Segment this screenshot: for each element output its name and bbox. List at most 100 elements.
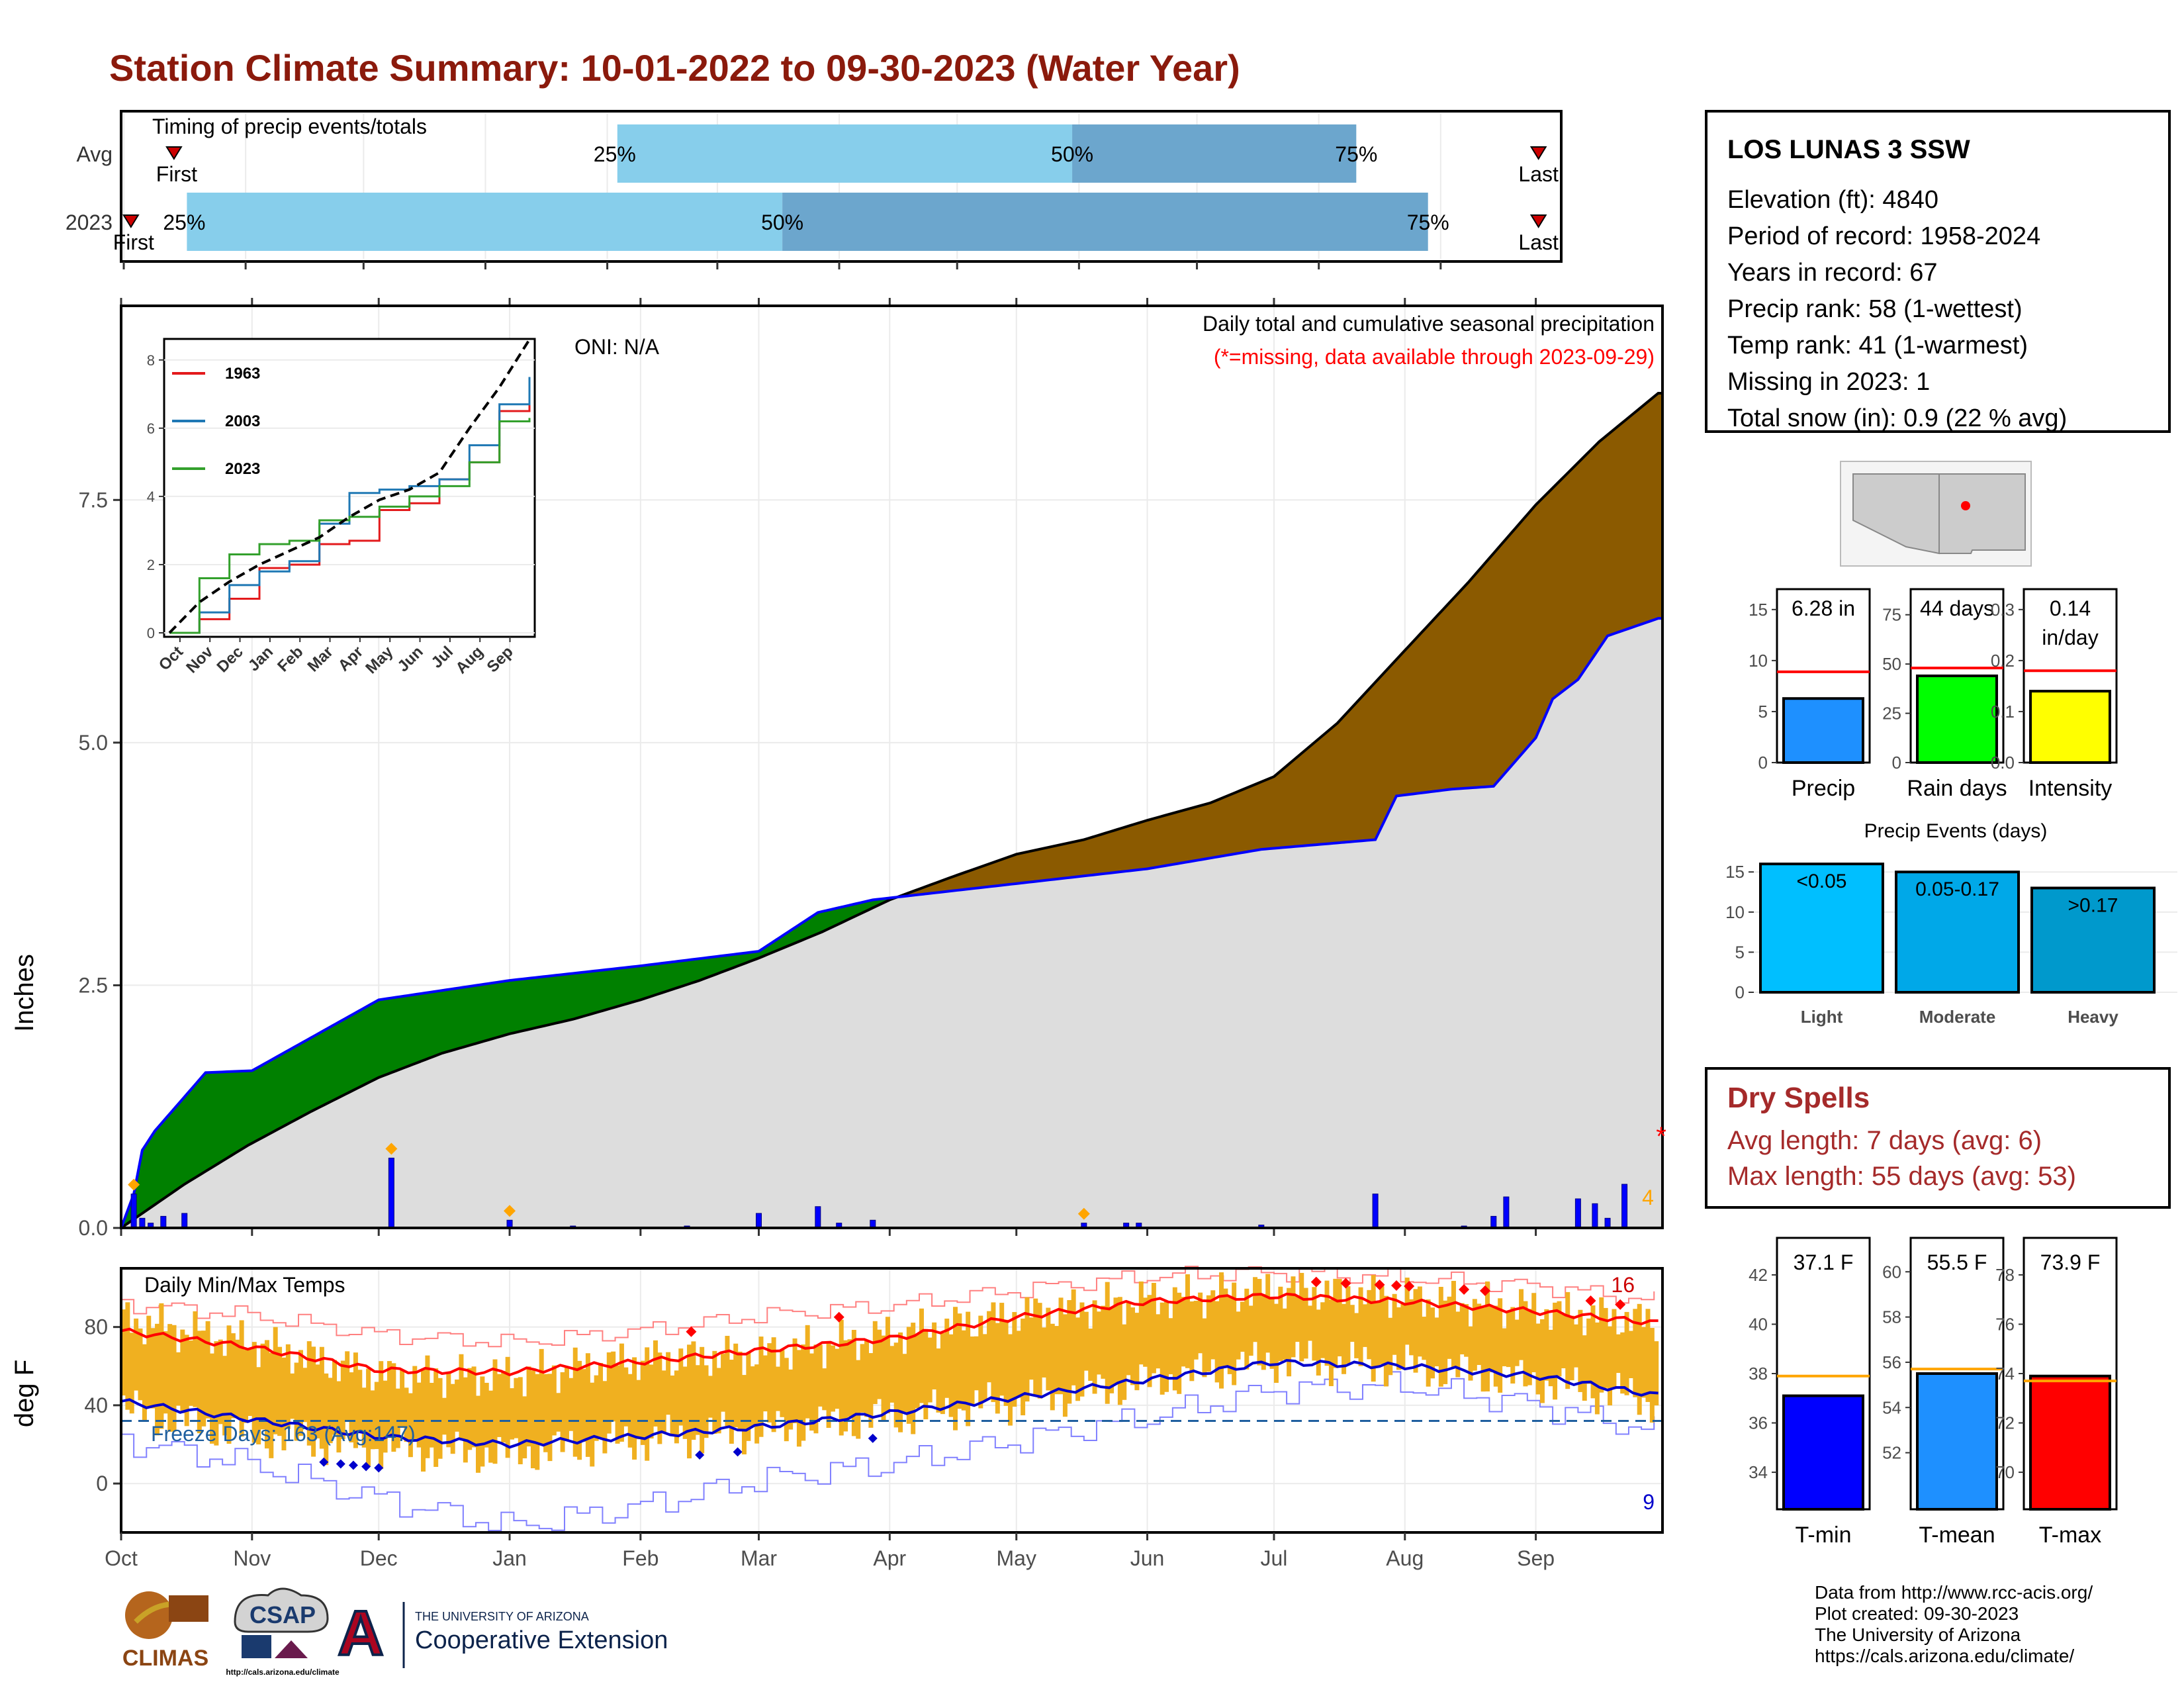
daily-temp-bar	[1565, 1291, 1570, 1389]
daily-temp-bar	[193, 1311, 198, 1407]
summary-value-bar	[2029, 690, 2111, 764]
daily-temp-bar	[1168, 1318, 1173, 1375]
timing-row-label: Avg	[76, 142, 113, 166]
daily-temp-bar	[480, 1376, 485, 1467]
daily-temp-bar	[1269, 1299, 1275, 1369]
daily-temp-bar	[425, 1355, 430, 1458]
daily-temp-bar	[691, 1341, 696, 1440]
max-count: 16	[1611, 1273, 1635, 1297]
inset-y-label: 4	[147, 489, 155, 505]
daily-temp-bar	[1333, 1278, 1338, 1368]
record-high-marker	[833, 1311, 844, 1323]
daily-temp-bar	[1527, 1309, 1532, 1385]
daily-temp-bar	[1447, 1296, 1452, 1359]
daily-temp-bar	[987, 1311, 992, 1383]
daily-temp-bar	[598, 1362, 604, 1439]
daily-temp-bar	[1493, 1305, 1498, 1387]
daily-temp-bar	[974, 1336, 979, 1391]
daily-temp-bar	[602, 1381, 608, 1454]
daily-temp-bar	[758, 1336, 764, 1437]
daily-temp-bar	[319, 1346, 324, 1449]
daily-temp-bar	[1177, 1292, 1182, 1394]
daily-temp-bar	[839, 1319, 844, 1436]
daily-temp-bar	[792, 1338, 797, 1423]
daily-temp-bar	[729, 1360, 734, 1444]
csap-logo: CSAP http://cals.arizona.edu/climate	[226, 1587, 340, 1677]
inset-y-label: 8	[147, 352, 155, 369]
daily-temp-bar	[847, 1339, 852, 1417]
daily-temp-bar	[163, 1331, 168, 1414]
summary-value-bar	[2029, 1374, 2111, 1511]
events-bar-label: <0.05	[1797, 870, 1847, 892]
daily-temp-bar	[1248, 1305, 1253, 1356]
daily-temp-bar	[205, 1321, 210, 1419]
daily-temp-bar	[159, 1303, 164, 1429]
daily-temp-bar	[370, 1390, 375, 1450]
daily-temp-bar	[762, 1355, 768, 1412]
month-label: Jul	[1261, 1546, 1288, 1570]
daily-temp-bar	[999, 1303, 1005, 1396]
daily-temp-bar	[412, 1366, 418, 1440]
events-y-label: 15	[1725, 862, 1745, 882]
daily-temp-bar	[1388, 1317, 1393, 1376]
daily-temp-bar	[1603, 1307, 1608, 1388]
daily-temp-bar	[1033, 1298, 1038, 1395]
daily-temp-bar	[674, 1370, 679, 1444]
daily-temp-bar	[492, 1359, 498, 1464]
daily-temp-bar	[433, 1368, 439, 1467]
daily-temp-bar	[619, 1343, 624, 1442]
daily-temp-bar	[1519, 1289, 1524, 1360]
daily-temp-bar	[391, 1363, 396, 1452]
summary-y-label: 0.0	[1991, 753, 2015, 773]
daily-precip-bar	[160, 1215, 167, 1229]
daily-temp-bar	[1379, 1286, 1385, 1364]
daily-temp-bar	[1502, 1328, 1507, 1366]
avg-cumulative-line	[120, 391, 1662, 1229]
daily-temp-bar	[1273, 1303, 1279, 1383]
daily-temp-bar	[184, 1335, 189, 1427]
daily-temp-bar	[311, 1346, 316, 1457]
daily-temp-bar	[666, 1352, 671, 1415]
daily-temp-bar	[1633, 1309, 1638, 1397]
ua-top-text: THE UNIVERSITY OF ARIZONA	[415, 1610, 589, 1623]
daily-temp-bar	[564, 1366, 569, 1440]
avg-min-line	[120, 1358, 1659, 1449]
daily-temp-bar	[1316, 1309, 1321, 1376]
summary-category-label: Rain days	[1907, 776, 2007, 801]
daily-precip-bar	[1574, 1198, 1581, 1229]
daily-temp-bar	[1147, 1295, 1152, 1387]
daily-temp-bar	[256, 1367, 261, 1445]
daily-temp-bar	[1058, 1297, 1064, 1395]
daily-temp-bar	[796, 1350, 801, 1447]
daily-temp-bar	[146, 1315, 152, 1408]
daily-temp-bar	[856, 1360, 861, 1439]
daily-temp-bar	[281, 1357, 287, 1451]
daily-temp-bar	[1117, 1297, 1122, 1405]
daily-temp-bar	[932, 1322, 937, 1389]
summary-y-label: 75	[1882, 605, 1901, 625]
daily-temp-bar	[1358, 1287, 1363, 1366]
daily-temp-bar	[1257, 1279, 1262, 1366]
daily-temp-bar	[441, 1397, 447, 1435]
daily-temp-bar	[1088, 1329, 1093, 1381]
daily-temp-bar	[1109, 1307, 1115, 1393]
record-low-marker	[319, 1457, 329, 1467]
daily-temp-bar	[1295, 1295, 1300, 1342]
daily-temp-bar	[653, 1340, 658, 1427]
daily-temp-bar	[569, 1378, 574, 1431]
daily-temp-bar	[1485, 1281, 1490, 1392]
station-line: Years in record: 67	[1727, 259, 1938, 287]
daily-temp-bar	[328, 1378, 333, 1444]
daily-temp-bar	[1096, 1311, 1101, 1375]
month-label: Mar	[741, 1546, 777, 1570]
daily-temp-bar	[1641, 1327, 1647, 1398]
daily-temp-bar	[1548, 1329, 1553, 1387]
record-low-marker	[348, 1460, 358, 1470]
daily-temp-bar	[1134, 1313, 1140, 1391]
daily-temp-bar	[1578, 1309, 1583, 1392]
daily-temp-bar	[1021, 1318, 1026, 1416]
daily-temp-bar	[1198, 1292, 1203, 1354]
summary-y-label: 74	[1995, 1364, 2015, 1383]
summary-y-label: 70	[1995, 1462, 2015, 1482]
daily-temp-bar	[1083, 1311, 1089, 1371]
